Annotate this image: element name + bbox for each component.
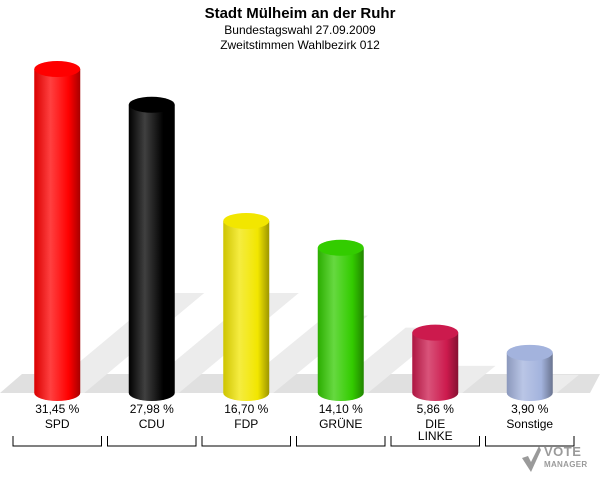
category-bracket	[296, 436, 386, 447]
bar-cap	[223, 212, 270, 229]
category-label: Sonstige	[506, 417, 553, 431]
category-label: FDP	[234, 417, 258, 431]
category-label: DIE	[425, 417, 445, 431]
category-label: LINKE	[418, 429, 453, 443]
bar-cap	[317, 239, 364, 256]
value-label: 27,98 %	[130, 402, 174, 416]
chart-header: Stadt Mülheim an der Ruhr Bundestagswahl…	[0, 4, 600, 53]
bar-cap	[412, 324, 459, 341]
bar-cap	[128, 96, 175, 113]
chart-subtitle-district: Zweitstimmen Wahlbezirk 012	[220, 38, 380, 52]
category-label: SPD	[45, 417, 70, 431]
bar-fdp	[223, 220, 270, 401]
chart-title: Stadt Mülheim an der Ruhr	[204, 5, 396, 22]
category-bracket	[485, 436, 575, 447]
category-bracket	[107, 436, 197, 447]
value-label: 14,10 %	[319, 402, 363, 416]
category-label: CDU	[139, 417, 165, 431]
bar-cap	[34, 61, 81, 77]
logo-text-vote: VOTE	[544, 444, 582, 459]
logo-text-manager: MANAGER	[544, 460, 588, 469]
vote-manager-logo: VOTE MANAGER	[520, 442, 598, 476]
value-label: 16,70 %	[224, 402, 268, 416]
value-label: 5,86 %	[417, 402, 455, 416]
value-label: 3,90 %	[511, 402, 549, 416]
bar-grüne	[317, 247, 364, 401]
category-bracket	[390, 436, 480, 447]
category-bracket	[201, 436, 291, 447]
bar-cap	[506, 344, 553, 361]
value-label: 31,45 %	[35, 402, 79, 416]
chart-subtitle-election: Bundestagswahl 27.09.2009	[224, 23, 376, 37]
category-bracket	[12, 436, 102, 447]
category-label: GRÜNE	[319, 417, 362, 431]
vote-check-icon	[522, 446, 541, 472]
bar-cdu	[128, 104, 175, 401]
bar-die-linke	[412, 332, 459, 401]
bar-sonstige	[506, 352, 553, 401]
bar-spd	[34, 69, 81, 401]
